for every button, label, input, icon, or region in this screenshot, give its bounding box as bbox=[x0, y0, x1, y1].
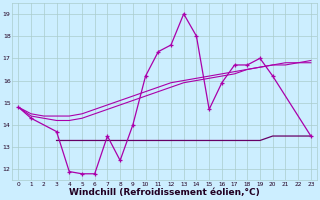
X-axis label: Windchill (Refroidissement éolien,°C): Windchill (Refroidissement éolien,°C) bbox=[69, 188, 260, 197]
